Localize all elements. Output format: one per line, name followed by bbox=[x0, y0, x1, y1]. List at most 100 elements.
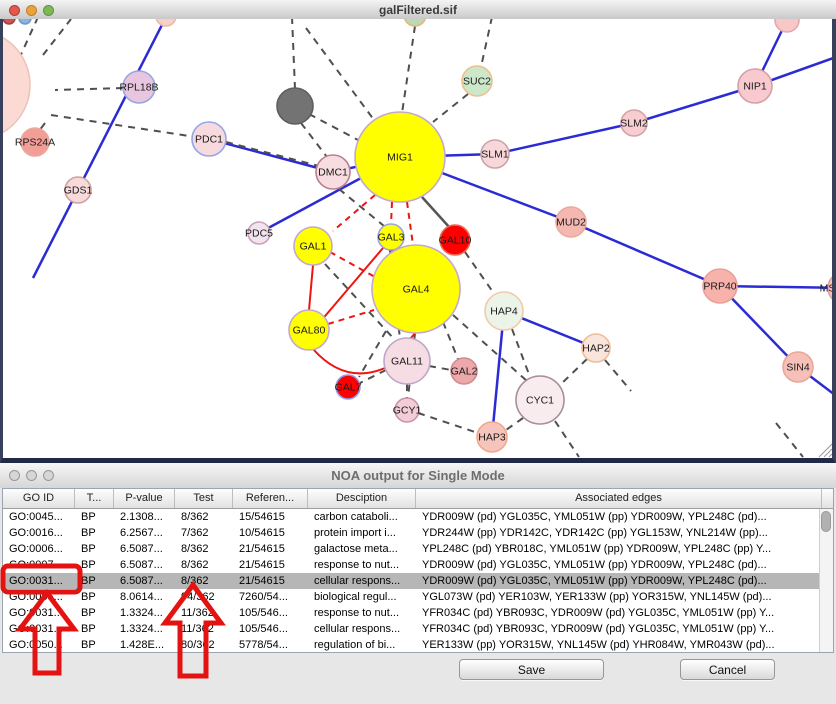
table-row[interactable]: GO:0031... BP 1.3324... 11/362 105/546... res… bbox=[3, 605, 833, 621]
minimize-button[interactable] bbox=[26, 470, 37, 481]
node-gal2[interactable] bbox=[450, 357, 478, 385]
table-cell: YGL073W (pd) YER103W, YER133W (pp) YOR31… bbox=[422, 591, 772, 603]
node-label-gal4: GAL4 bbox=[403, 284, 430, 296]
node-hap3[interactable] bbox=[476, 421, 508, 453]
node-pdc1[interactable] bbox=[191, 121, 227, 157]
node-gal4[interactable] bbox=[371, 244, 461, 334]
column-header-t-[interactable]: T... bbox=[75, 489, 114, 508]
table-cell: 8/362 bbox=[181, 511, 209, 523]
node-msi[interactable] bbox=[827, 272, 832, 304]
edge-dash bbox=[18, 19, 39, 60]
edge-blue bbox=[208, 137, 334, 174]
table-row[interactable]: GO:0006... BP 6.5087... 8/362 21/54615 galact… bbox=[3, 541, 833, 557]
node-gal1[interactable] bbox=[293, 226, 333, 266]
node-mud2[interactable] bbox=[555, 206, 587, 238]
node-gal11[interactable] bbox=[383, 337, 431, 385]
vertical-scrollbar[interactable] bbox=[819, 509, 833, 652]
table-row[interactable]: GO:0065... BP 8.0614... 94/362 7260/54... bio… bbox=[3, 589, 833, 605]
resize-grip[interactable] bbox=[823, 448, 832, 458]
table-cell: 8.0614... bbox=[120, 591, 163, 603]
table-cell: 11/362 bbox=[181, 623, 214, 635]
node-rps24a[interactable] bbox=[20, 127, 50, 157]
node-gal3[interactable] bbox=[377, 223, 405, 251]
close-button[interactable] bbox=[9, 5, 20, 16]
close-button[interactable] bbox=[9, 470, 20, 481]
node[interactable] bbox=[3, 30, 31, 140]
node-rpl18b[interactable] bbox=[122, 70, 156, 104]
column-header-associated-edges[interactable]: Associated edges bbox=[416, 489, 822, 508]
node-dmc1[interactable] bbox=[315, 154, 351, 190]
node-gal7[interactable] bbox=[335, 374, 361, 400]
table-cell: regulation of bi... bbox=[314, 639, 396, 651]
node-prp40[interactable] bbox=[702, 268, 738, 304]
table-cell: 21/54615 bbox=[239, 575, 285, 587]
table-row[interactable]: GO:0031... BP 1.3324... 11/362 105/546... cel… bbox=[3, 621, 833, 637]
table-row[interactable]: GO:0007... BP 6.5087... 8/362 21/54615 respon… bbox=[3, 557, 833, 573]
table-row[interactable]: GO:0050... BP 1.428E... 80/362 5778/54... reg… bbox=[3, 637, 833, 653]
node[interactable] bbox=[18, 19, 32, 25]
table-header-row: GO ID T... P-value Test Referen... Desciption… bbox=[3, 489, 833, 509]
node[interactable] bbox=[774, 19, 800, 33]
zoom-button[interactable] bbox=[43, 470, 54, 481]
traffic-lights-inactive bbox=[9, 470, 54, 481]
table-cell: GO:0065... bbox=[9, 591, 63, 603]
node-label-gal1: GAL1 bbox=[300, 241, 327, 253]
node-sin4[interactable] bbox=[782, 351, 814, 383]
column-header-go-id[interactable]: GO ID bbox=[3, 489, 75, 508]
save-button[interactable]: Save bbox=[459, 659, 604, 680]
cancel-button[interactable]: Cancel bbox=[680, 659, 775, 680]
node-gal80[interactable] bbox=[288, 309, 330, 351]
table-cell: 8/362 bbox=[181, 575, 209, 587]
node-label-mig1: MIG1 bbox=[387, 152, 413, 164]
column-header-referen-[interactable]: Referen... bbox=[233, 489, 308, 508]
edge-dash bbox=[338, 188, 385, 227]
resize-grip[interactable] bbox=[818, 443, 832, 458]
resize-grip[interactable] bbox=[828, 453, 832, 458]
node-nip1[interactable] bbox=[737, 68, 773, 104]
column-header-test[interactable]: Test bbox=[175, 489, 233, 508]
edge-dash bbox=[225, 141, 320, 167]
table-cell: 2.1308... bbox=[120, 511, 163, 523]
minimize-button[interactable] bbox=[26, 5, 37, 16]
network-canvas[interactable]: RPL18B RPS24A GDS1 PDC1 DMC1 SUC2 SLM1 SLM2 NIP1… bbox=[0, 19, 836, 463]
column-header-p-value[interactable]: P-value bbox=[114, 489, 175, 508]
node-hap4[interactable] bbox=[484, 291, 524, 331]
node[interactable] bbox=[276, 87, 314, 125]
table-row[interactable]: GO:0016... BP 6.2567... 7/362 10/54615 protei… bbox=[3, 525, 833, 541]
column-header-desciption[interactable]: Desciption bbox=[308, 489, 416, 508]
node-gcy1[interactable] bbox=[394, 397, 420, 423]
node-suc2[interactable] bbox=[461, 65, 493, 97]
node[interactable] bbox=[155, 19, 177, 27]
table-row[interactable]: GO:0045... BP 2.1308... 8/362 15/54615 carbon… bbox=[3, 509, 833, 525]
table-body: GO:0045... BP 2.1308... 8/362 15/54615 carbon… bbox=[3, 509, 833, 653]
node[interactable] bbox=[3, 19, 16, 25]
edge-red bbox=[312, 348, 386, 375]
node-label-pdc1: PDC1 bbox=[195, 134, 223, 146]
node-gds1[interactable] bbox=[64, 176, 92, 204]
table-cell: GO:0016... bbox=[9, 527, 63, 539]
zoom-button[interactable] bbox=[43, 5, 54, 16]
edge-dash bbox=[554, 420, 580, 458]
node-label-gcy1: GCY1 bbox=[393, 405, 422, 417]
table-cell: YDR009W (pd) YGL035C, YML051W (pp) YDR00… bbox=[422, 575, 767, 587]
node-label-hap2: HAP2 bbox=[582, 343, 610, 355]
edge-blue bbox=[570, 220, 721, 288]
scrollbar-thumb[interactable] bbox=[821, 511, 831, 532]
node[interactable] bbox=[403, 19, 427, 27]
edge-dash bbox=[604, 359, 632, 392]
edge-dash bbox=[442, 321, 459, 360]
table-row[interactable]: GO:0031... BP 6.5087... 8/362 21/54615 cellul… bbox=[3, 573, 833, 589]
table-cell: GO:0006... bbox=[9, 543, 63, 555]
node-mig1[interactable] bbox=[354, 111, 446, 203]
node-cyc1[interactable] bbox=[515, 375, 565, 425]
node-label-mud2: MUD2 bbox=[556, 217, 586, 229]
node-pdc5[interactable] bbox=[247, 221, 271, 245]
node-slm1[interactable] bbox=[480, 139, 510, 169]
node-slm2[interactable] bbox=[620, 109, 648, 137]
table-cell: biological regul... bbox=[314, 591, 397, 603]
node-hap2[interactable] bbox=[581, 333, 611, 363]
node-gal10[interactable] bbox=[439, 224, 471, 256]
table-cell: GO:0031... bbox=[9, 575, 63, 587]
table-cell: BP bbox=[81, 623, 96, 635]
